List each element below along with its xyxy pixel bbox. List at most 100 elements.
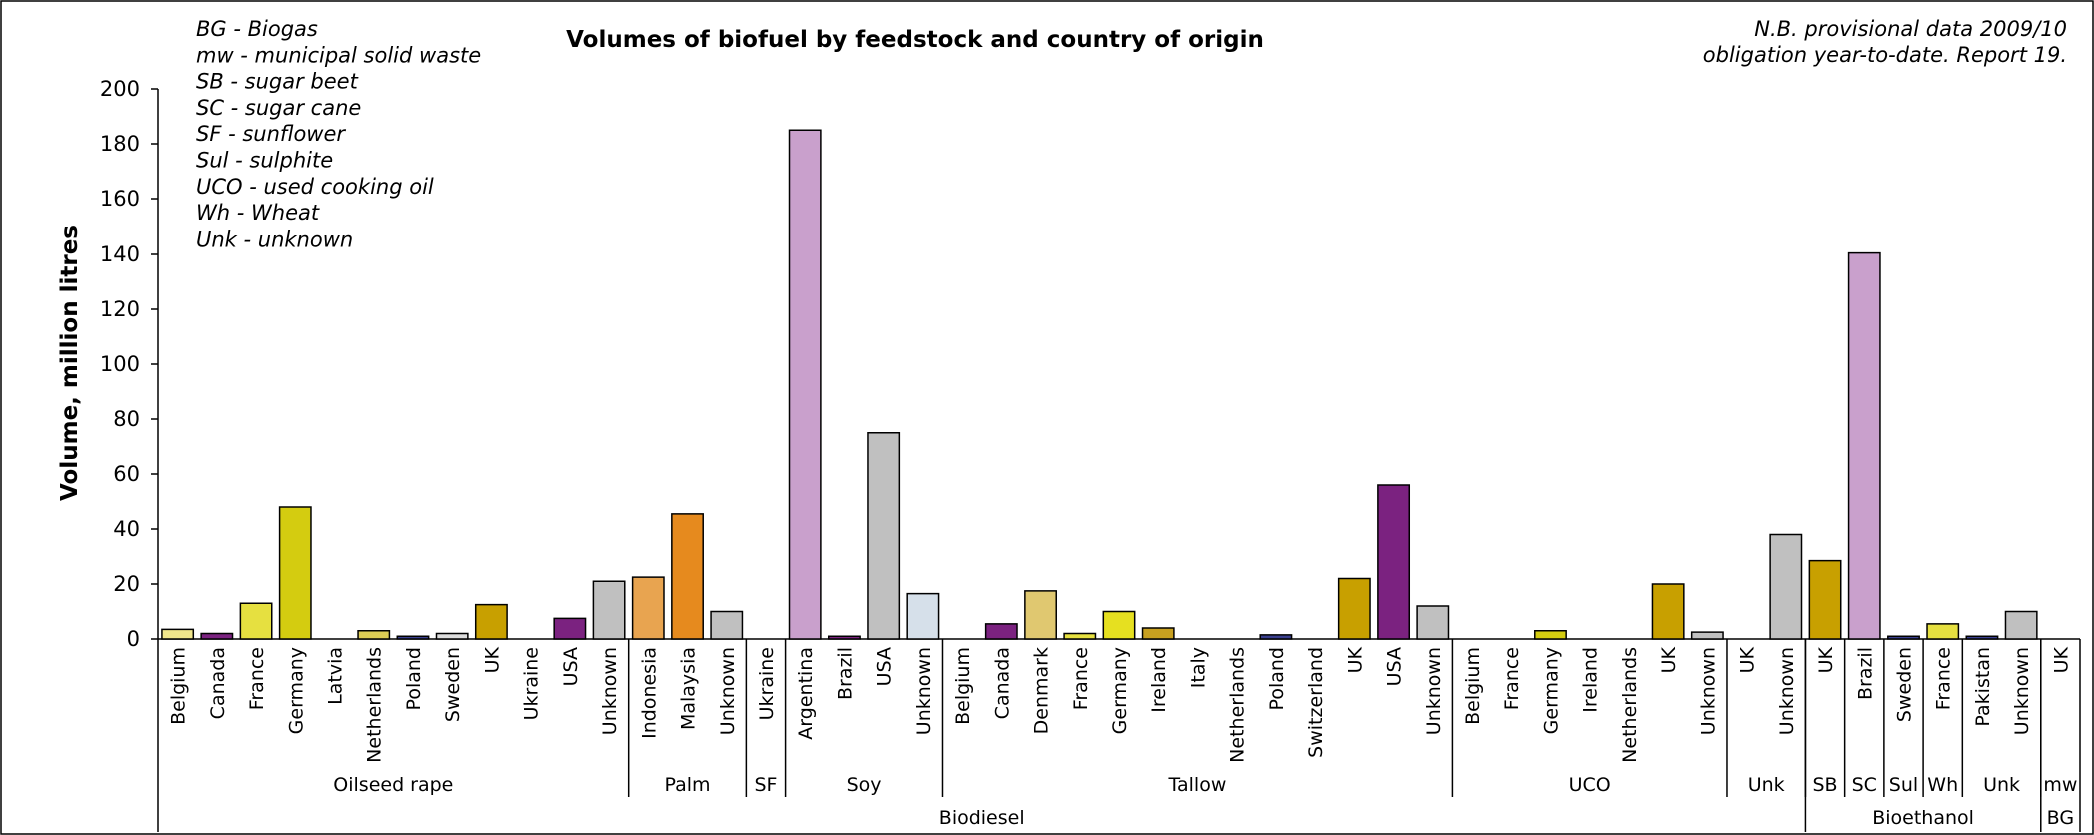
x-tick-label: Unknown	[599, 647, 621, 735]
bar	[357, 630, 391, 640]
bar	[788, 129, 822, 640]
bar	[906, 592, 940, 640]
legend-line: BG - Biogas	[196, 17, 318, 41]
y-tick-label: 100	[100, 352, 140, 376]
x-tick-label: UK	[481, 646, 503, 673]
legend-line: Sul - sulphite	[196, 149, 333, 173]
bar	[1377, 484, 1411, 640]
y-tick-label: 180	[100, 132, 140, 156]
group-labels: Oilseed rape Palm SF Soy Tallow UCO Unk SB SC Sul…	[157, 639, 2081, 832]
bar	[474, 603, 508, 640]
bar	[867, 432, 901, 640]
y-tick-label: 20	[113, 572, 140, 596]
bar	[1847, 251, 1881, 640]
x-tick-label: Unknown	[1423, 647, 1445, 735]
bar	[631, 576, 665, 640]
bar	[1024, 590, 1057, 640]
bar	[278, 506, 312, 640]
x-tick-label: Ukraine	[756, 647, 778, 720]
x-tick-label: USA	[874, 647, 896, 686]
feedstock-group-label: Unk	[1748, 774, 1785, 796]
y-axis: 0 20 40 60 80 100 120 140 160 180 200	[100, 77, 2080, 651]
x-tick-label: Sweden	[442, 647, 464, 722]
x-tick-label: UK	[1737, 646, 1759, 673]
y-tick-label: 0	[127, 627, 140, 651]
x-tick-label: Brazil	[1854, 647, 1876, 700]
bar	[1416, 605, 1450, 640]
x-tick-label: France	[1070, 647, 1092, 710]
x-tick-label: UK	[1344, 646, 1366, 673]
bar	[1337, 577, 1371, 640]
x-tick-label: Ireland	[1148, 647, 1170, 713]
x-tick-label: Argentina	[795, 647, 817, 740]
x-tick-label: Netherlands	[1619, 647, 1641, 763]
x-tick-label: UK	[1658, 646, 1680, 673]
bars-group	[161, 129, 2038, 640]
chart-title: Volumes of biofuel by feedstock and coun…	[566, 27, 1264, 53]
x-tick-label: Unknown	[717, 647, 739, 735]
feedstock-group-label: UCO	[1569, 774, 1611, 796]
bar	[435, 632, 469, 640]
bar	[671, 513, 704, 640]
bar	[827, 635, 861, 640]
y-axis-label: Volume, million litres	[57, 225, 83, 501]
bar	[396, 635, 430, 640]
x-tick-label: Ireland	[1580, 647, 1602, 713]
y-tick-label: 200	[100, 77, 140, 101]
y-tick-label: 40	[113, 517, 140, 541]
x-tick-label: Unknown	[1697, 647, 1719, 735]
feedstock-group-label: SC	[1852, 774, 1877, 796]
bar	[1965, 635, 1999, 640]
feedstock-group-label: Unk	[1983, 774, 2020, 796]
x-tick-label: France	[246, 647, 268, 710]
provisional-note-line-1: N.B. provisional data 2009/10	[1754, 17, 2067, 41]
feedstock-group-label: Oilseed rape	[333, 774, 453, 796]
y-tick-label: 60	[113, 462, 140, 486]
x-tick-label: Belgium	[1462, 647, 1484, 725]
x-tick-label: Ukraine	[521, 647, 543, 720]
x-tick-label: Germany	[1540, 647, 1562, 734]
x-tick-label: Indonesia	[638, 647, 660, 739]
legend-line: UCO - used cooking oil	[196, 175, 434, 199]
feedstock-group-label: Sul	[1889, 774, 1918, 796]
x-tick-label: Germany	[285, 647, 307, 734]
y-tick-label: 80	[113, 407, 140, 431]
x-tick-label: UK	[2050, 646, 2072, 673]
x-tick-label: Pakistan	[1972, 647, 1994, 727]
bar	[1926, 623, 1960, 640]
x-tick-label: Sweden	[1893, 647, 1915, 722]
x-tick-label: Unknown	[1776, 647, 1798, 735]
feedstock-group-label: SB	[1812, 774, 1837, 796]
x-tick-label: Poland	[403, 647, 425, 710]
bar	[1534, 630, 1567, 640]
feedstock-group-label: SF	[754, 774, 777, 796]
fuel-group-label: Biodiesel	[939, 807, 1025, 829]
x-tick-label: Netherlands	[1227, 647, 1249, 763]
bar	[1887, 635, 1920, 640]
feedstock-group-label: Wh	[1927, 774, 1958, 796]
x-tick-label: Latvia	[325, 647, 347, 705]
x-axis-labels: Belgium Canada France Germany Latvia Netherla…	[168, 646, 2073, 762]
bar	[161, 628, 195, 640]
fuel-group-label: Bioethanol	[1872, 807, 1974, 829]
bar	[239, 602, 273, 640]
fuel-group-label: BG	[2047, 807, 2074, 829]
bar	[1102, 610, 1136, 640]
x-tick-label: Italy	[1187, 647, 1209, 688]
legend-line: mw - municipal solid waste	[196, 43, 481, 67]
x-tick-label: Canada	[991, 647, 1013, 719]
bar	[1259, 634, 1293, 640]
y-tick-label: 120	[100, 297, 140, 321]
x-tick-label: USA	[1384, 647, 1406, 686]
x-tick-label: Unknown	[2011, 647, 2033, 735]
x-tick-label: USA	[560, 647, 582, 686]
legend-line: SB - sugar beet	[196, 70, 359, 94]
x-tick-label: Netherlands	[364, 647, 386, 763]
legend-line: Wh - Wheat	[196, 201, 320, 225]
x-tick-label: Unknown	[913, 647, 935, 735]
bar	[1769, 533, 1803, 640]
